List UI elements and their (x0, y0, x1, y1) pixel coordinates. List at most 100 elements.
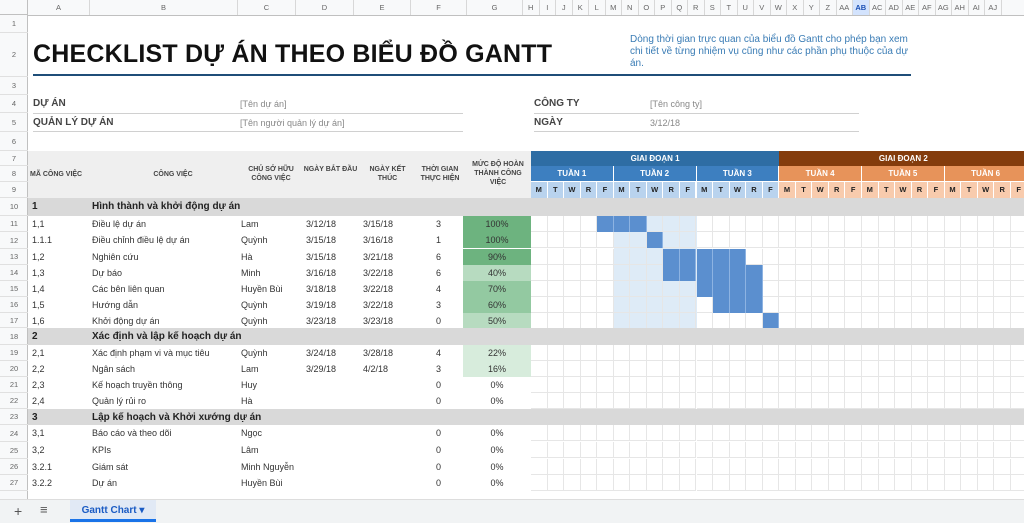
gantt-cell[interactable] (977, 425, 995, 441)
gantt-cell[interactable] (580, 216, 598, 232)
gantt-cell[interactable] (746, 232, 763, 248)
row-header-10[interactable]: 10 (0, 198, 28, 216)
gantt-cell[interactable] (828, 459, 846, 475)
gantt-cell[interactable] (845, 249, 862, 265)
column-header-a[interactable]: A (28, 0, 90, 15)
gantt-cell[interactable] (564, 249, 581, 265)
gantt-cell[interactable] (878, 265, 896, 281)
gantt-cell[interactable] (663, 297, 680, 313)
gantt-cell[interactable] (977, 377, 995, 393)
task-duration[interactable]: 6 (436, 268, 442, 278)
gantt-cell[interactable] (597, 393, 614, 409)
gantt-cell[interactable] (646, 265, 664, 281)
gantt-cell[interactable] (630, 442, 647, 458)
gantt-cell[interactable] (928, 249, 945, 265)
gantt-cell[interactable] (961, 281, 978, 297)
row-header-22[interactable]: 22 (0, 393, 28, 409)
column-header-ah[interactable]: AH (952, 0, 969, 15)
gantt-cell[interactable] (878, 281, 896, 297)
gantt-cell[interactable] (613, 265, 631, 281)
gantt-cell[interactable] (795, 265, 813, 281)
gantt-cell[interactable] (597, 442, 614, 458)
gantt-cell[interactable] (944, 249, 962, 265)
gantt-cell[interactable] (779, 425, 796, 441)
gantt-cell[interactable] (1010, 459, 1024, 475)
gantt-cell[interactable] (580, 265, 598, 281)
gantt-cell[interactable] (977, 281, 995, 297)
gantt-cell[interactable] (961, 345, 978, 361)
task-start[interactable]: 3/12/18 (306, 219, 337, 229)
column-header-p[interactable]: P (655, 0, 672, 15)
gantt-cell[interactable] (779, 265, 796, 281)
gantt-cell[interactable] (613, 232, 631, 248)
task-end[interactable]: 4/2/18 (363, 364, 389, 374)
gantt-cell[interactable] (812, 442, 829, 458)
gantt-cell[interactable] (597, 345, 614, 361)
gantt-cell[interactable] (762, 249, 780, 265)
gantt-cell[interactable] (961, 216, 978, 232)
gantt-cell[interactable] (696, 475, 714, 491)
task-end[interactable]: 3/22/18 (363, 268, 394, 278)
gantt-cell[interactable] (597, 313, 614, 329)
gantt-cell[interactable] (779, 393, 796, 409)
gantt-cell[interactable] (828, 232, 846, 248)
company-name-field[interactable]: [Tên công ty] (650, 99, 703, 109)
gantt-cell[interactable] (812, 475, 829, 491)
gantt-cell[interactable] (762, 393, 780, 409)
gantt-cell[interactable] (961, 475, 978, 491)
row-header-3[interactable]: 3 (0, 77, 28, 95)
gantt-cell[interactable] (564, 475, 581, 491)
task-owner[interactable]: Hà (241, 252, 253, 262)
gantt-cell[interactable] (977, 232, 995, 248)
gantt-cell[interactable] (911, 313, 929, 329)
gantt-cell[interactable] (828, 281, 846, 297)
progress-value[interactable]: 0% (463, 442, 531, 458)
gantt-cell[interactable] (630, 393, 647, 409)
task-owner[interactable]: Ngọc (241, 428, 263, 438)
gantt-cell[interactable] (762, 297, 780, 313)
gantt-cell[interactable] (564, 281, 581, 297)
column-header-e[interactable]: E (354, 0, 411, 15)
gantt-cell[interactable] (878, 249, 896, 265)
gantt-cell[interactable] (911, 361, 929, 377)
gantt-cell[interactable] (696, 313, 714, 329)
gantt-cell[interactable] (944, 345, 962, 361)
gantt-cell[interactable] (862, 475, 879, 491)
progress-value[interactable]: 100% (463, 232, 531, 248)
task-code[interactable]: 2,4 (32, 396, 45, 406)
gantt-cell[interactable] (531, 475, 548, 491)
gantt-cell[interactable] (729, 345, 747, 361)
gantt-cell[interactable] (862, 425, 879, 441)
table-row[interactable]: 1.1.1 Điều chỉnh điều lệ dự án Quỳnh 3/15/1… (28, 232, 1024, 248)
task-end[interactable]: 3/23/18 (363, 316, 394, 326)
gantt-cell[interactable] (994, 232, 1011, 248)
gantt-cell[interactable] (977, 265, 995, 281)
gantt-cell[interactable] (630, 297, 647, 313)
gantt-cell[interactable] (1010, 249, 1024, 265)
gantt-cell[interactable] (630, 361, 647, 377)
row-header-14[interactable]: 14 (0, 265, 28, 281)
task-name[interactable]: Hướng dẫn (92, 300, 138, 310)
gantt-cell[interactable] (862, 281, 879, 297)
gantt-cell[interactable] (928, 459, 945, 475)
gantt-cell[interactable] (812, 281, 829, 297)
gantt-cell[interactable] (762, 442, 780, 458)
table-row[interactable]: 3,1 Báo cáo và theo dõi Ngọc 0 0% (28, 425, 1024, 441)
task-name[interactable]: Ngân sách (92, 364, 136, 374)
gantt-cell[interactable] (746, 425, 763, 441)
gantt-cell[interactable] (878, 393, 896, 409)
gantt-cell[interactable] (795, 425, 813, 441)
gantt-cell[interactable] (828, 216, 846, 232)
gantt-cell[interactable] (531, 232, 548, 248)
gantt-cell[interactable] (928, 425, 945, 441)
gantt-cell[interactable] (895, 393, 912, 409)
task-duration[interactable]: 0 (436, 445, 442, 455)
gantt-cell[interactable] (1010, 313, 1024, 329)
gantt-cell[interactable] (895, 361, 912, 377)
task-code[interactable]: 2,1 (32, 348, 45, 358)
gantt-cell[interactable] (713, 345, 730, 361)
gantt-cell[interactable] (762, 216, 780, 232)
gantt-cell[interactable] (531, 265, 548, 281)
gantt-cell[interactable] (779, 459, 796, 475)
gantt-cell[interactable] (531, 297, 548, 313)
